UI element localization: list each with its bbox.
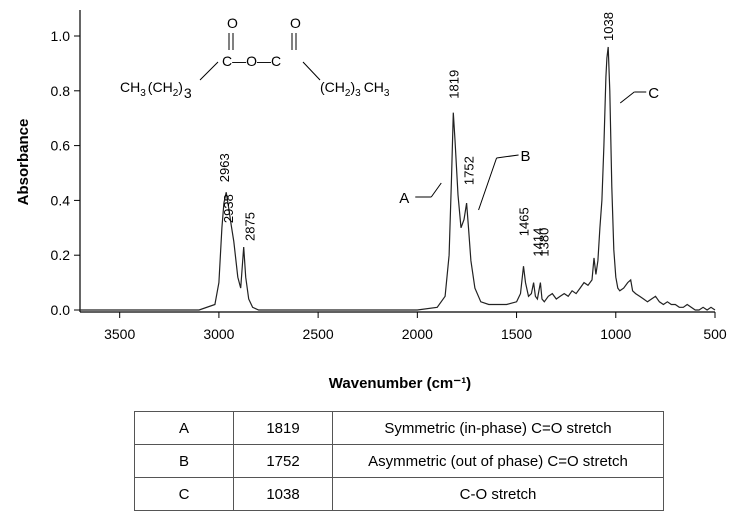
x-tick-label: 2000 <box>402 326 433 342</box>
y-ticks: 0.0 0.2 0.4 0.6 0.8 1.0 <box>51 28 80 318</box>
x-tick-label: 2500 <box>303 326 334 342</box>
spectrum-line <box>80 46 716 311</box>
peak-label: 2938 <box>221 194 236 223</box>
callout-line-b <box>496 154 519 159</box>
axes <box>79 10 715 313</box>
peak-label: 1465 <box>517 207 532 236</box>
peak-letter-cell: B <box>134 444 234 478</box>
y-axis-title: Absorbance <box>15 119 32 206</box>
peak-label: 1380 <box>536 228 551 257</box>
bond-left-chain <box>199 61 219 81</box>
x-tick-label: 3000 <box>203 326 234 342</box>
callout-line-a <box>430 182 442 198</box>
wavenumber-cell: 1038 <box>233 477 333 511</box>
assignment-table-body: A 1819 Symmetric (in-phase) C=O stretch B 17… <box>134 411 664 511</box>
table-row: A 1819 Symmetric (in-phase) C=O stretch <box>134 411 664 445</box>
x-tick-label: 500 <box>703 326 727 342</box>
callout-line-b <box>478 157 498 211</box>
y-tick-label: 0.4 <box>51 192 71 208</box>
peak-label: 1038 <box>601 12 616 41</box>
peak-label: 1414 <box>531 228 546 257</box>
backbone-text: C—O—C <box>222 53 281 69</box>
y-tick-label: 0.2 <box>51 247 71 263</box>
peak-label: 1752 <box>462 156 477 185</box>
anhydride-structure: O O C—O—C CH3 (CH2)3 (CH2)3 CH3 <box>120 15 390 101</box>
wavenumber-cell: 1752 <box>233 444 333 478</box>
peak-label: 1819 <box>446 70 461 99</box>
right-chain-formula: (CH2)3 CH3 <box>320 79 390 99</box>
callout-label-b: B <box>521 148 531 165</box>
x-tick-label: 1000 <box>600 326 631 342</box>
bond-right-chain <box>302 61 321 81</box>
y-tick-label: 0.8 <box>51 83 71 99</box>
y-tick-label: 0.6 <box>51 138 71 154</box>
peak-letter-cell: C <box>134 477 234 511</box>
table-row: C 1038 C-O stretch <box>134 477 664 511</box>
callouts: A B C <box>399 85 659 211</box>
table-row: B 1752 Asymmetric (out of phase) C=O stret… <box>134 444 664 478</box>
x-axis-title: Wavenumber (cm⁻¹) <box>329 375 471 392</box>
x-tick-label: 3500 <box>104 326 135 342</box>
wavenumber-cell: 1819 <box>233 411 333 445</box>
callout-label-c: C <box>648 85 659 102</box>
oxygen-top-right: O <box>290 15 301 31</box>
ir-spectrum-chart: 3500 3000 2500 2000 1500 1000 500 0.0 0.2 0.4 0.6… <box>15 10 727 392</box>
y-tick-label: 1.0 <box>51 28 71 44</box>
oxygen-top-left: O <box>227 15 238 31</box>
y-tick-label: 0.0 <box>51 302 71 318</box>
peak-label: 2875 <box>243 212 258 241</box>
left-chain-formula: CH3 (CH2)3 <box>120 79 192 101</box>
assignment-table: A 1819 Symmetric (in-phase) C=O stretch B 17… <box>134 411 664 511</box>
assignment-cell: Symmetric (in-phase) C=O stretch <box>332 411 664 445</box>
callout-line-c <box>619 91 635 104</box>
assignment-cell: Asymmetric (out of phase) C=O stretch <box>332 444 664 478</box>
callout-label-a: A <box>399 190 409 207</box>
peak-label: 2963 <box>217 153 232 182</box>
x-tick-label: 1500 <box>501 326 532 342</box>
assignment-cell: C-O stretch <box>332 477 664 511</box>
peak-letter-cell: A <box>134 411 234 445</box>
x-ticks: 3500 3000 2500 2000 1500 1000 500 <box>104 312 727 342</box>
